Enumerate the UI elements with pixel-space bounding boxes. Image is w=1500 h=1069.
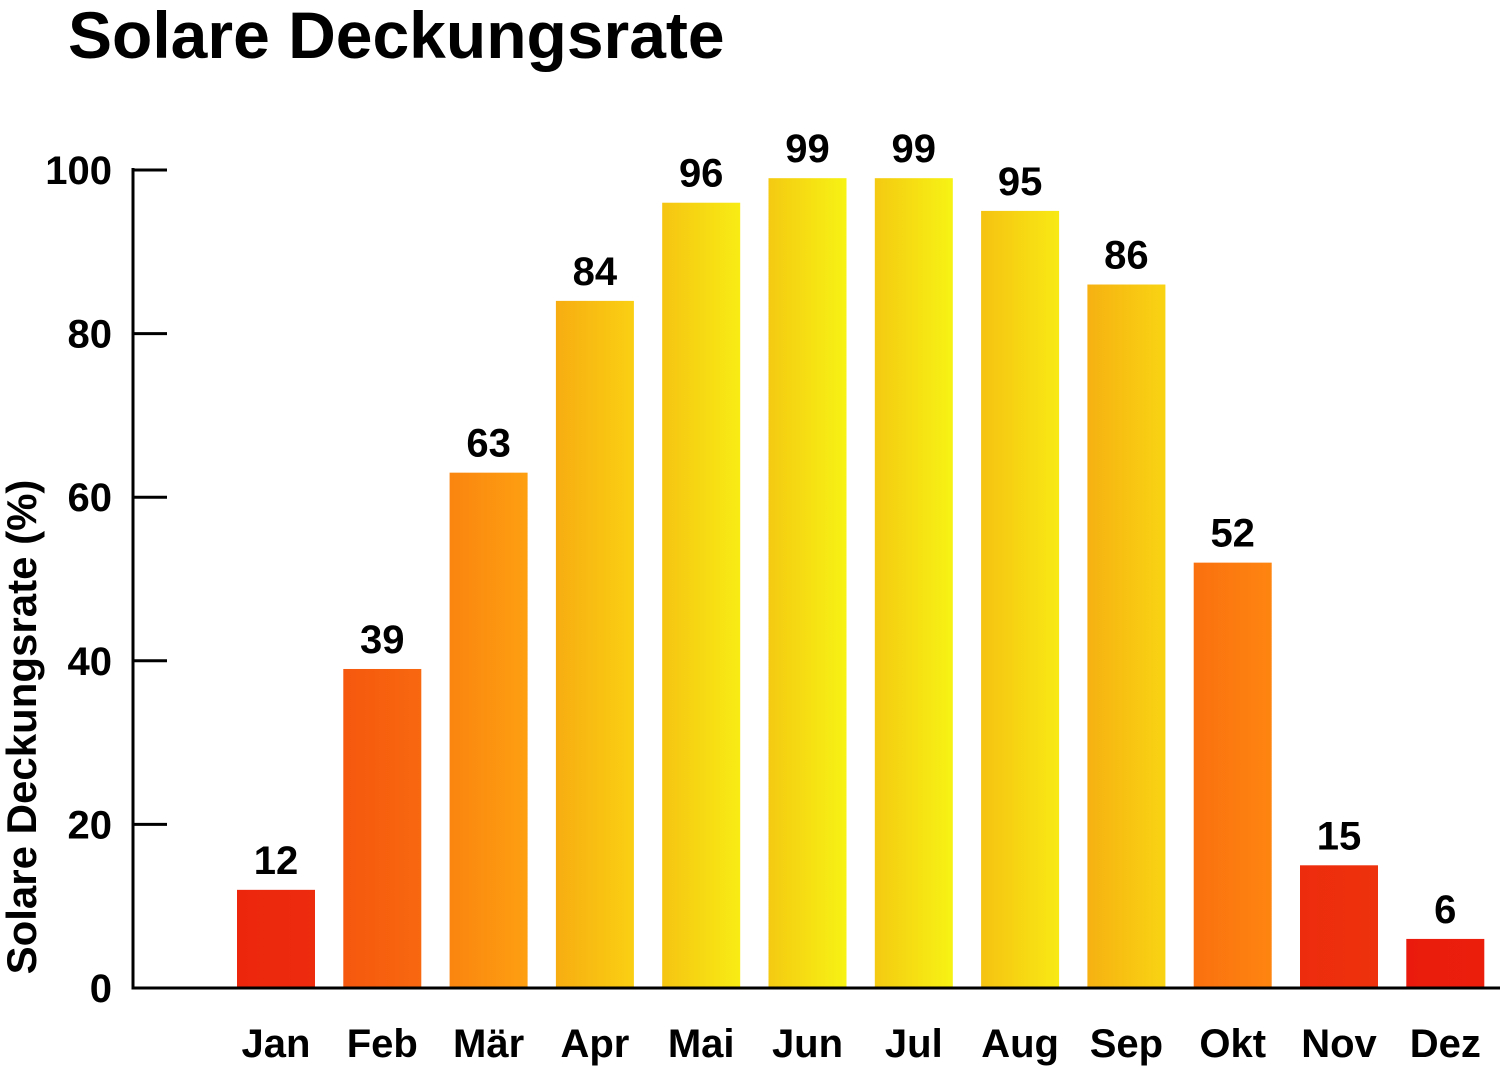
bar-okt (1193, 562, 1272, 987)
x-tick-label: Apr (560, 1022, 629, 1066)
value-label: 96 (679, 152, 724, 196)
x-tick-labels: Jan Feb Mär Apr Mai Jun Jul Aug Sep Okt Nov Dez (242, 1022, 1481, 1066)
value-label: 63 (466, 422, 511, 466)
x-tick-label: Feb (347, 1022, 418, 1066)
bar-nov (1300, 865, 1378, 987)
bar-mai (662, 202, 741, 987)
y-tick-label: 0 (90, 967, 112, 1011)
x-tick-label: Jul (885, 1022, 943, 1066)
value-label: 99 (892, 127, 937, 171)
y-tick-label: 60 (68, 476, 113, 520)
x-tick-label: Sep (1090, 1022, 1163, 1066)
x-tick-label: Dez (1410, 1022, 1481, 1066)
bar-aug (981, 210, 1060, 987)
x-tick-label: Jan (242, 1022, 311, 1066)
chart-title: Solare Deckungsrate (68, 0, 725, 72)
x-tick-label: Jun (772, 1022, 843, 1066)
value-label: 52 (1210, 512, 1255, 556)
bar-jul (874, 178, 953, 987)
y-axis-label: Solare Deckungsrate (%) (0, 480, 45, 975)
value-label: 6 (1434, 888, 1456, 932)
bar-sep (1087, 284, 1166, 987)
axes: 0 20 40 60 80 100 (45, 149, 1500, 1011)
bar-feb (343, 668, 422, 987)
value-label: 84 (573, 250, 618, 294)
value-label: 95 (998, 160, 1043, 204)
value-label: 86 (1104, 234, 1149, 278)
bar-jun (768, 178, 847, 987)
bar-mär (449, 472, 528, 987)
y-tick-label: 80 (68, 313, 113, 357)
value-label: 12 (254, 839, 299, 883)
bar-jan (237, 889, 315, 987)
y-tick-label: 40 (68, 640, 113, 684)
bar-apr (555, 300, 634, 987)
y-tick-label: 20 (68, 803, 113, 847)
value-label: 99 (785, 127, 830, 171)
value-label: 39 (360, 618, 405, 662)
y-tick-label: 100 (45, 149, 112, 193)
value-label: 15 (1317, 814, 1362, 858)
x-tick-label: Aug (981, 1022, 1059, 1066)
bar-dez (1406, 938, 1485, 987)
x-tick-label: Nov (1301, 1022, 1377, 1066)
x-tick-label: Mär (453, 1022, 524, 1066)
bars (237, 178, 1485, 987)
value-labels: 12 39 63 84 96 99 99 95 86 52 15 6 (254, 127, 1457, 932)
x-tick-label: Mai (668, 1022, 735, 1066)
x-tick-label: Okt (1199, 1022, 1266, 1066)
